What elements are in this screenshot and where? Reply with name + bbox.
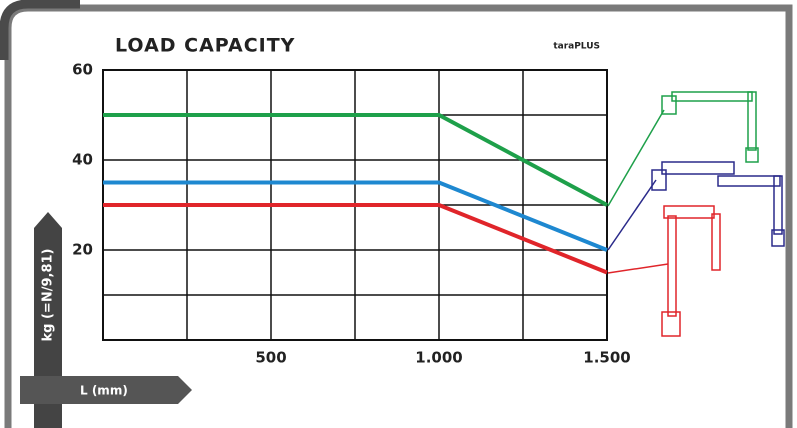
- series-line: [103, 180, 608, 252]
- chart-title: LOAD CAPACITY: [115, 35, 295, 57]
- x-tick-label: 1.500: [583, 349, 630, 367]
- y-tick-label: 40: [72, 151, 93, 169]
- x-tick-label: 1.000: [415, 349, 462, 367]
- y-tick-label: 20: [72, 241, 93, 259]
- x-axis-label: L (mm): [80, 384, 128, 398]
- y-tick-label: 60: [72, 61, 93, 79]
- series-line: [103, 113, 608, 207]
- x-tick-label: 500: [255, 349, 286, 367]
- arm-illustrations: [607, 91, 785, 337]
- y-axis-label: kg (=N/9,81): [41, 249, 56, 342]
- chart-subtitle: taraPLUS: [553, 42, 600, 52]
- x-axis-arrow: [20, 376, 192, 404]
- y-axis-arrow: [34, 212, 62, 428]
- card-corner: [0, 0, 80, 60]
- series-line: [103, 203, 608, 275]
